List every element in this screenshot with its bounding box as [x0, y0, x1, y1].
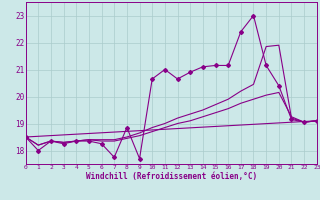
X-axis label: Windchill (Refroidissement éolien,°C): Windchill (Refroidissement éolien,°C) — [86, 172, 257, 181]
